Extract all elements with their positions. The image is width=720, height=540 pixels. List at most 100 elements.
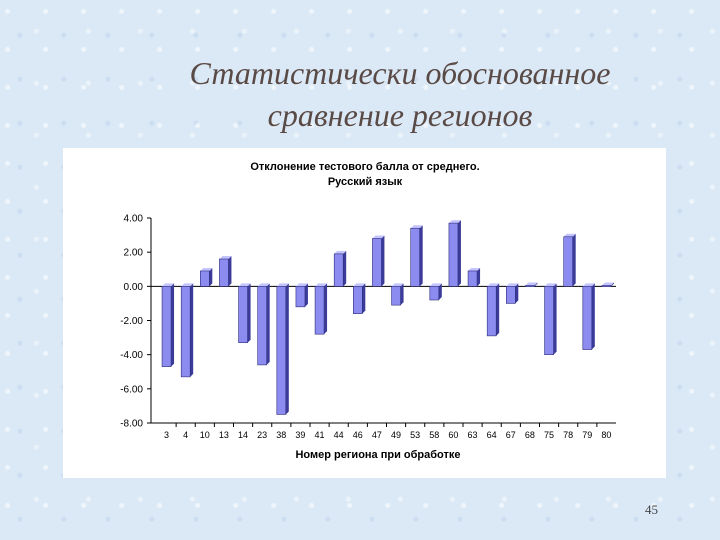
bar-side	[515, 283, 519, 304]
bar-top	[162, 283, 175, 287]
slide-title: Статистически обоснованное сравнение рег…	[120, 52, 680, 136]
x-axis-label: Номер региона при обработке	[295, 449, 460, 461]
page-number: 45	[645, 502, 658, 517]
x-tick-label: 39	[295, 430, 305, 440]
bar-side	[610, 282, 614, 287]
bar-side	[247, 283, 251, 343]
x-tick-label: 63	[468, 430, 478, 440]
chart-title-line-1: Отклонение тестового балла от среднего.	[250, 161, 479, 173]
x-tick-label: 58	[429, 430, 439, 440]
bar	[353, 286, 363, 314]
x-tick-label: 80	[601, 430, 611, 440]
bar-top	[391, 283, 404, 287]
bar-top	[372, 235, 385, 239]
chart-marks: 4.00 2.00 0.00 -2.00 -4.00 -6.00 -8.00 3 4 10 13 14…	[120, 214, 616, 440]
bar-top	[276, 283, 289, 287]
bar	[238, 286, 248, 344]
chart-title-line-2: Русский язык	[328, 176, 403, 188]
bar-side	[534, 282, 538, 287]
bar	[410, 227, 420, 287]
bar-side	[362, 283, 366, 314]
bar-top	[219, 256, 232, 259]
slide-title-line-2: сравнение регионов	[267, 97, 533, 133]
bar-side	[228, 256, 232, 287]
x-tick-label: 10	[200, 430, 210, 440]
y-tick-label: 2.00	[124, 248, 144, 259]
bar-top	[315, 283, 328, 287]
bar-side	[400, 283, 404, 306]
bar-top	[506, 283, 519, 287]
bar-side	[285, 283, 289, 415]
bar-top	[563, 233, 576, 237]
bar-side	[190, 283, 194, 377]
chart-panel: Отклонение тестового балла от среднего. …	[63, 148, 666, 478]
bar-top	[429, 283, 442, 287]
bar-side	[381, 235, 385, 287]
bar	[525, 285, 535, 287]
bar	[295, 286, 306, 308]
bar-side	[572, 233, 576, 287]
bar	[276, 286, 287, 415]
bar-side	[343, 250, 347, 287]
bar	[161, 286, 172, 367]
bar-top	[448, 220, 461, 224]
bar-top	[295, 283, 308, 287]
bar-side	[457, 220, 461, 287]
y-tick-label: -4.00	[120, 350, 143, 361]
x-tick-label: 49	[391, 430, 401, 440]
bar-side	[477, 267, 481, 287]
bar-top	[410, 225, 423, 229]
x-tick-label: 68	[525, 430, 535, 440]
x-tick-label: 64	[487, 430, 497, 440]
x-tick-label: 47	[372, 430, 382, 440]
bar	[448, 222, 459, 287]
bar	[486, 286, 497, 337]
bar-top	[468, 267, 481, 271]
bar-top	[582, 283, 595, 287]
bar-side	[171, 283, 175, 367]
x-tick-label: 14	[238, 430, 248, 440]
bar	[314, 286, 325, 335]
x-tick-label: 4	[183, 430, 188, 440]
x-tick-label: 67	[506, 430, 516, 440]
y-tick-label: -2.00	[120, 316, 143, 327]
bar	[467, 270, 478, 287]
bar	[601, 285, 612, 287]
bar	[333, 253, 344, 287]
bar	[391, 286, 401, 306]
bar-side	[591, 283, 595, 350]
bar-side	[496, 283, 500, 336]
bar-side	[438, 283, 442, 300]
x-tick-label: 60	[448, 430, 458, 440]
bar-side	[324, 283, 328, 335]
y-tick-label: -6.00	[120, 384, 143, 395]
bar-side	[553, 283, 557, 355]
y-tick-label: -8.00	[120, 419, 143, 430]
bar-top	[181, 283, 194, 287]
bar-top	[525, 282, 538, 286]
x-tick-label: 79	[582, 430, 592, 440]
bar-side	[266, 283, 270, 365]
bar	[506, 286, 516, 304]
x-tick-label: 78	[563, 430, 573, 440]
bar	[257, 286, 267, 366]
y-tick-label: 0.00	[124, 282, 144, 293]
bar-side	[209, 267, 213, 287]
bar	[582, 286, 593, 350]
bar-side	[304, 283, 308, 307]
bar	[544, 286, 554, 355]
bar	[372, 238, 382, 287]
x-tick-label: 75	[544, 430, 554, 440]
bar	[219, 258, 229, 287]
bar	[200, 270, 210, 287]
bar-chart: Отклонение тестового балла от среднего. …	[120, 161, 616, 461]
y-tick-label: 4.00	[124, 214, 144, 225]
bar-side	[419, 225, 423, 287]
bar-top	[257, 283, 270, 287]
x-tick-label: 23	[257, 430, 267, 440]
x-tick-label: 44	[334, 430, 344, 440]
bar-top	[487, 283, 500, 287]
x-tick-label: 38	[276, 430, 286, 440]
x-tick-label: 41	[315, 430, 325, 440]
bar	[563, 236, 573, 287]
